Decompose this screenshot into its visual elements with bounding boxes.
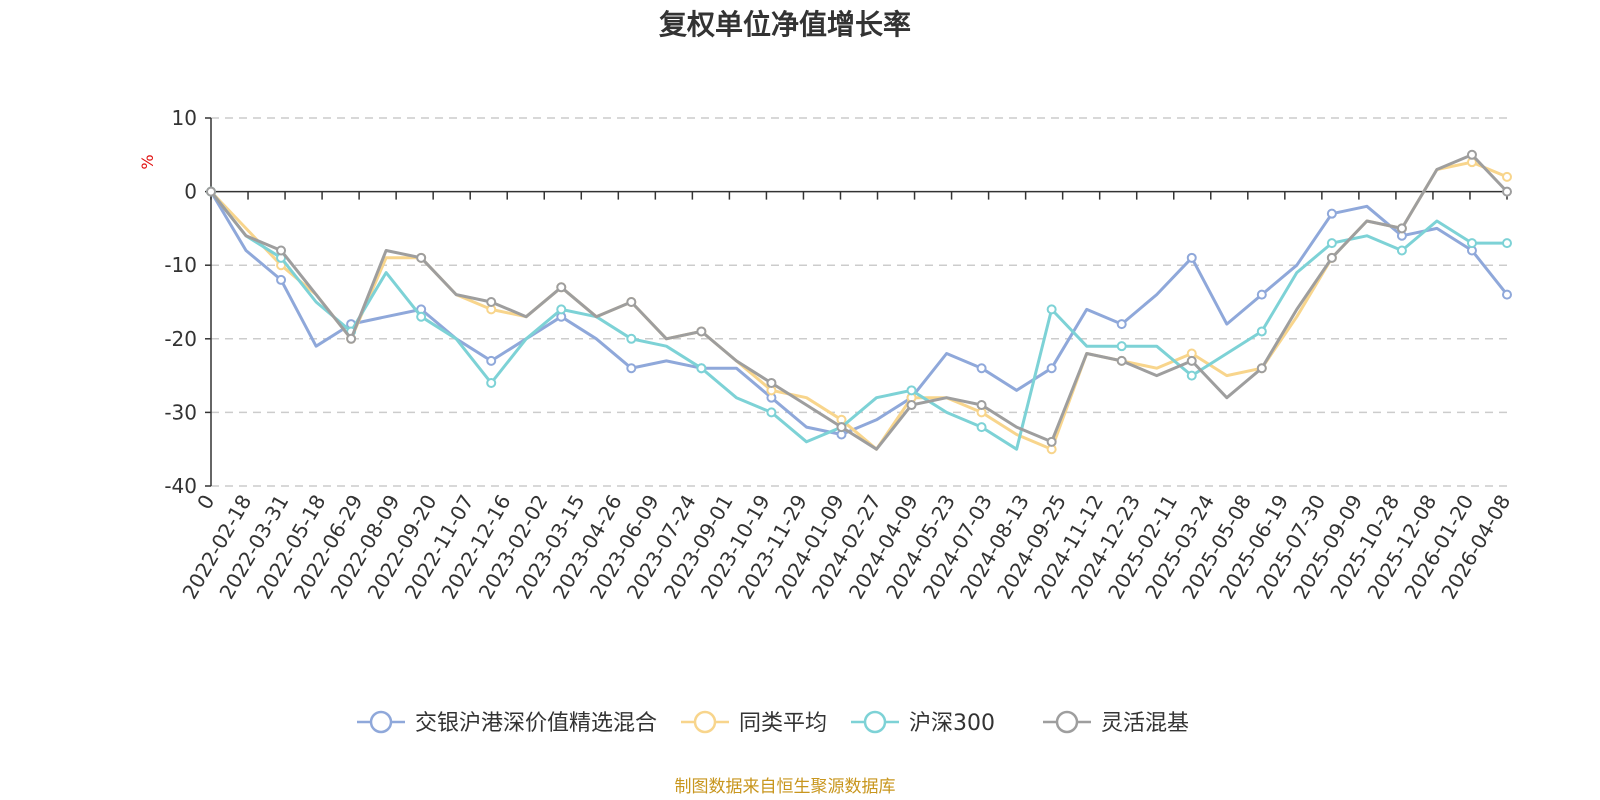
data-point xyxy=(1256,326,1267,337)
y-axis-unit: % xyxy=(138,154,157,169)
legend-item-2[interactable]: 同类平均 xyxy=(681,710,827,736)
series-line xyxy=(209,190,1509,436)
data-point xyxy=(1116,355,1127,366)
data-point xyxy=(1502,289,1512,300)
data-point xyxy=(276,245,287,256)
chart-title: 复权单位净值增长率 xyxy=(659,8,911,41)
series-2 xyxy=(206,157,1512,455)
y-tick-label: -10 xyxy=(164,253,197,277)
data-point xyxy=(976,422,987,433)
data-source-note: 制图数据来自恒生聚源数据库 xyxy=(675,777,896,797)
data-point xyxy=(1396,223,1407,234)
data-point xyxy=(346,333,357,344)
data-point xyxy=(1046,363,1057,374)
data-point xyxy=(1502,238,1512,249)
legend[interactable]: 交银沪港深价值精选混合 同类平均 沪深300 灵活混基 xyxy=(357,710,1189,736)
data-point xyxy=(416,311,427,322)
series-lines xyxy=(206,149,1512,455)
data-point xyxy=(906,400,917,411)
data-point xyxy=(1256,363,1267,374)
data-point xyxy=(626,363,637,374)
data-point xyxy=(206,186,216,197)
data-point xyxy=(486,355,497,366)
data-point xyxy=(1396,245,1407,256)
data-point xyxy=(976,363,987,374)
series-line xyxy=(209,160,1509,451)
series-line xyxy=(209,153,1509,451)
data-point xyxy=(556,304,567,315)
y-tick-label: 10 xyxy=(172,106,197,130)
legend-circle-icon xyxy=(369,710,393,734)
legend-circle-icon xyxy=(693,710,717,734)
data-point xyxy=(836,422,847,433)
y-tick-label: 0 xyxy=(184,180,197,204)
data-point xyxy=(1502,171,1512,182)
data-point xyxy=(626,333,637,344)
data-point xyxy=(486,297,497,307)
series-4 xyxy=(206,149,1512,451)
data-point xyxy=(1326,238,1337,249)
y-tick-label: -30 xyxy=(164,400,197,424)
data-point xyxy=(416,252,427,263)
data-point xyxy=(1502,186,1512,197)
data-point xyxy=(976,400,987,411)
data-point xyxy=(766,377,777,388)
data-point xyxy=(696,363,707,374)
data-point xyxy=(1186,355,1197,366)
y-tick-label: -40 xyxy=(164,474,197,498)
legend-item-3[interactable]: 沪深300 xyxy=(851,710,995,736)
data-point xyxy=(906,385,917,396)
data-point xyxy=(766,407,777,418)
data-point xyxy=(1046,304,1057,315)
data-point xyxy=(1116,341,1127,352)
data-point xyxy=(1186,370,1197,381)
data-point xyxy=(696,326,707,337)
data-point xyxy=(1466,238,1477,249)
series-line xyxy=(209,190,1509,451)
data-point xyxy=(1046,436,1057,447)
legend-item-1[interactable]: 交银沪港深价值精选混合 xyxy=(357,710,657,736)
grid-lines xyxy=(211,117,1507,487)
data-point xyxy=(556,282,567,293)
data-point xyxy=(1186,252,1197,263)
legend-label: 交银沪港深价值精选混合 xyxy=(415,711,657,736)
y-tick-label: -20 xyxy=(164,327,197,351)
series-1 xyxy=(206,186,1512,440)
data-point xyxy=(1326,252,1337,263)
legend-circle-icon xyxy=(863,710,887,734)
data-point xyxy=(276,274,287,285)
axes: 100-10-20-30-4002022-02-182022-03-312022… xyxy=(164,106,1515,603)
data-point xyxy=(626,297,637,307)
series-3 xyxy=(206,186,1512,451)
legend-label: 同类平均 xyxy=(739,711,827,736)
legend-label: 灵活混基 xyxy=(1101,711,1189,736)
data-point xyxy=(1256,289,1267,300)
legend-item-4[interactable]: 灵活混基 xyxy=(1043,710,1189,736)
data-point xyxy=(486,377,497,388)
legend-label: 沪深300 xyxy=(909,711,995,736)
data-point xyxy=(1326,208,1337,219)
data-point xyxy=(1466,149,1477,160)
data-point xyxy=(1116,319,1127,330)
x-tick-label: 0 xyxy=(192,491,219,514)
legend-circle-icon xyxy=(1055,710,1079,734)
